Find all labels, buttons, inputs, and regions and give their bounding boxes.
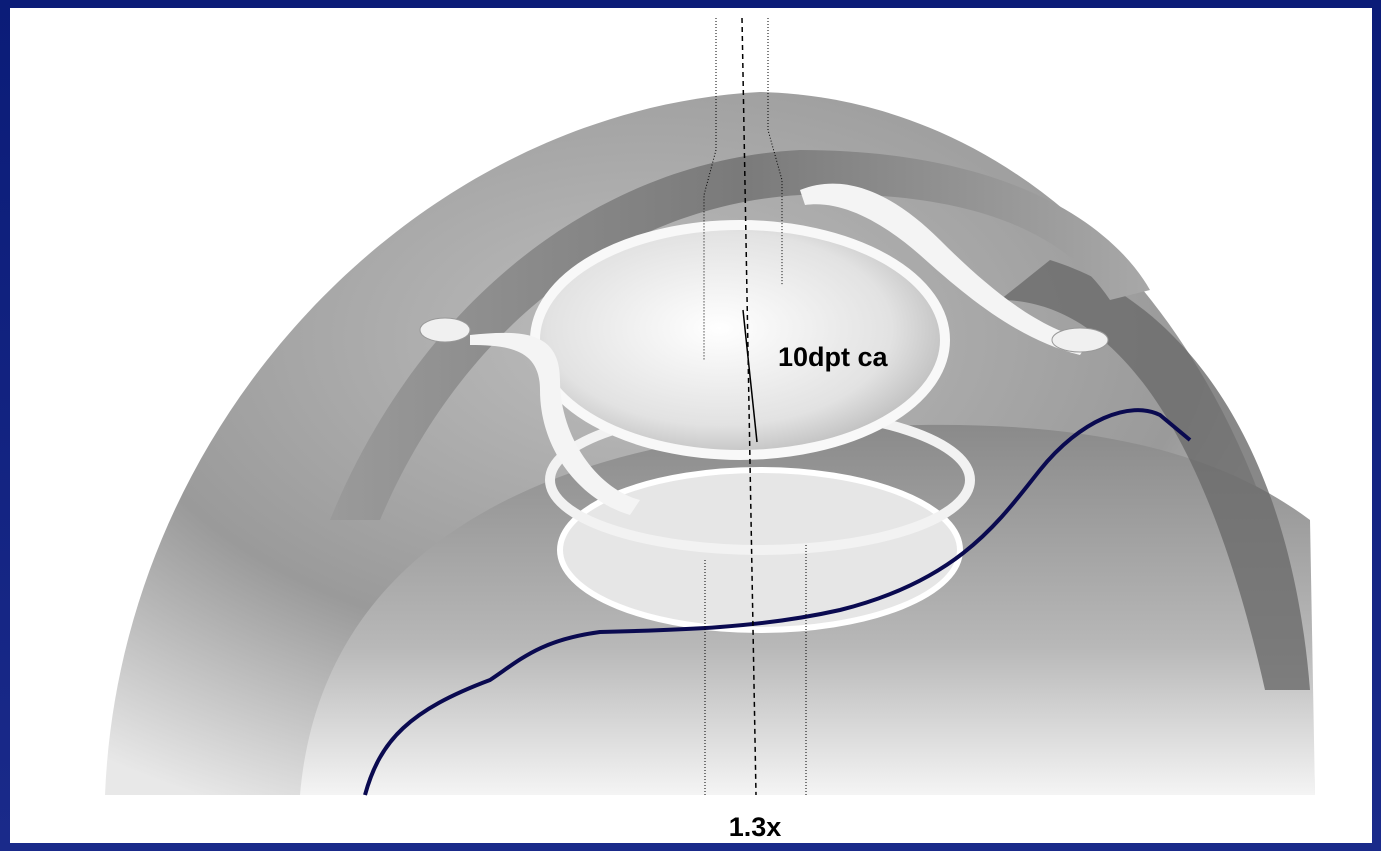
page: 10dpt ca 1.3x (() => { const data = JSON… xyxy=(0,0,1381,851)
slide: 10dpt ca 1.3x xyxy=(0,0,1381,851)
magnification-label: 1.3x xyxy=(729,812,782,842)
haptic-tip-right xyxy=(1052,328,1108,352)
lens xyxy=(535,225,945,455)
power-label: 10dpt ca xyxy=(778,342,889,372)
haptic-tip-left xyxy=(420,318,470,342)
